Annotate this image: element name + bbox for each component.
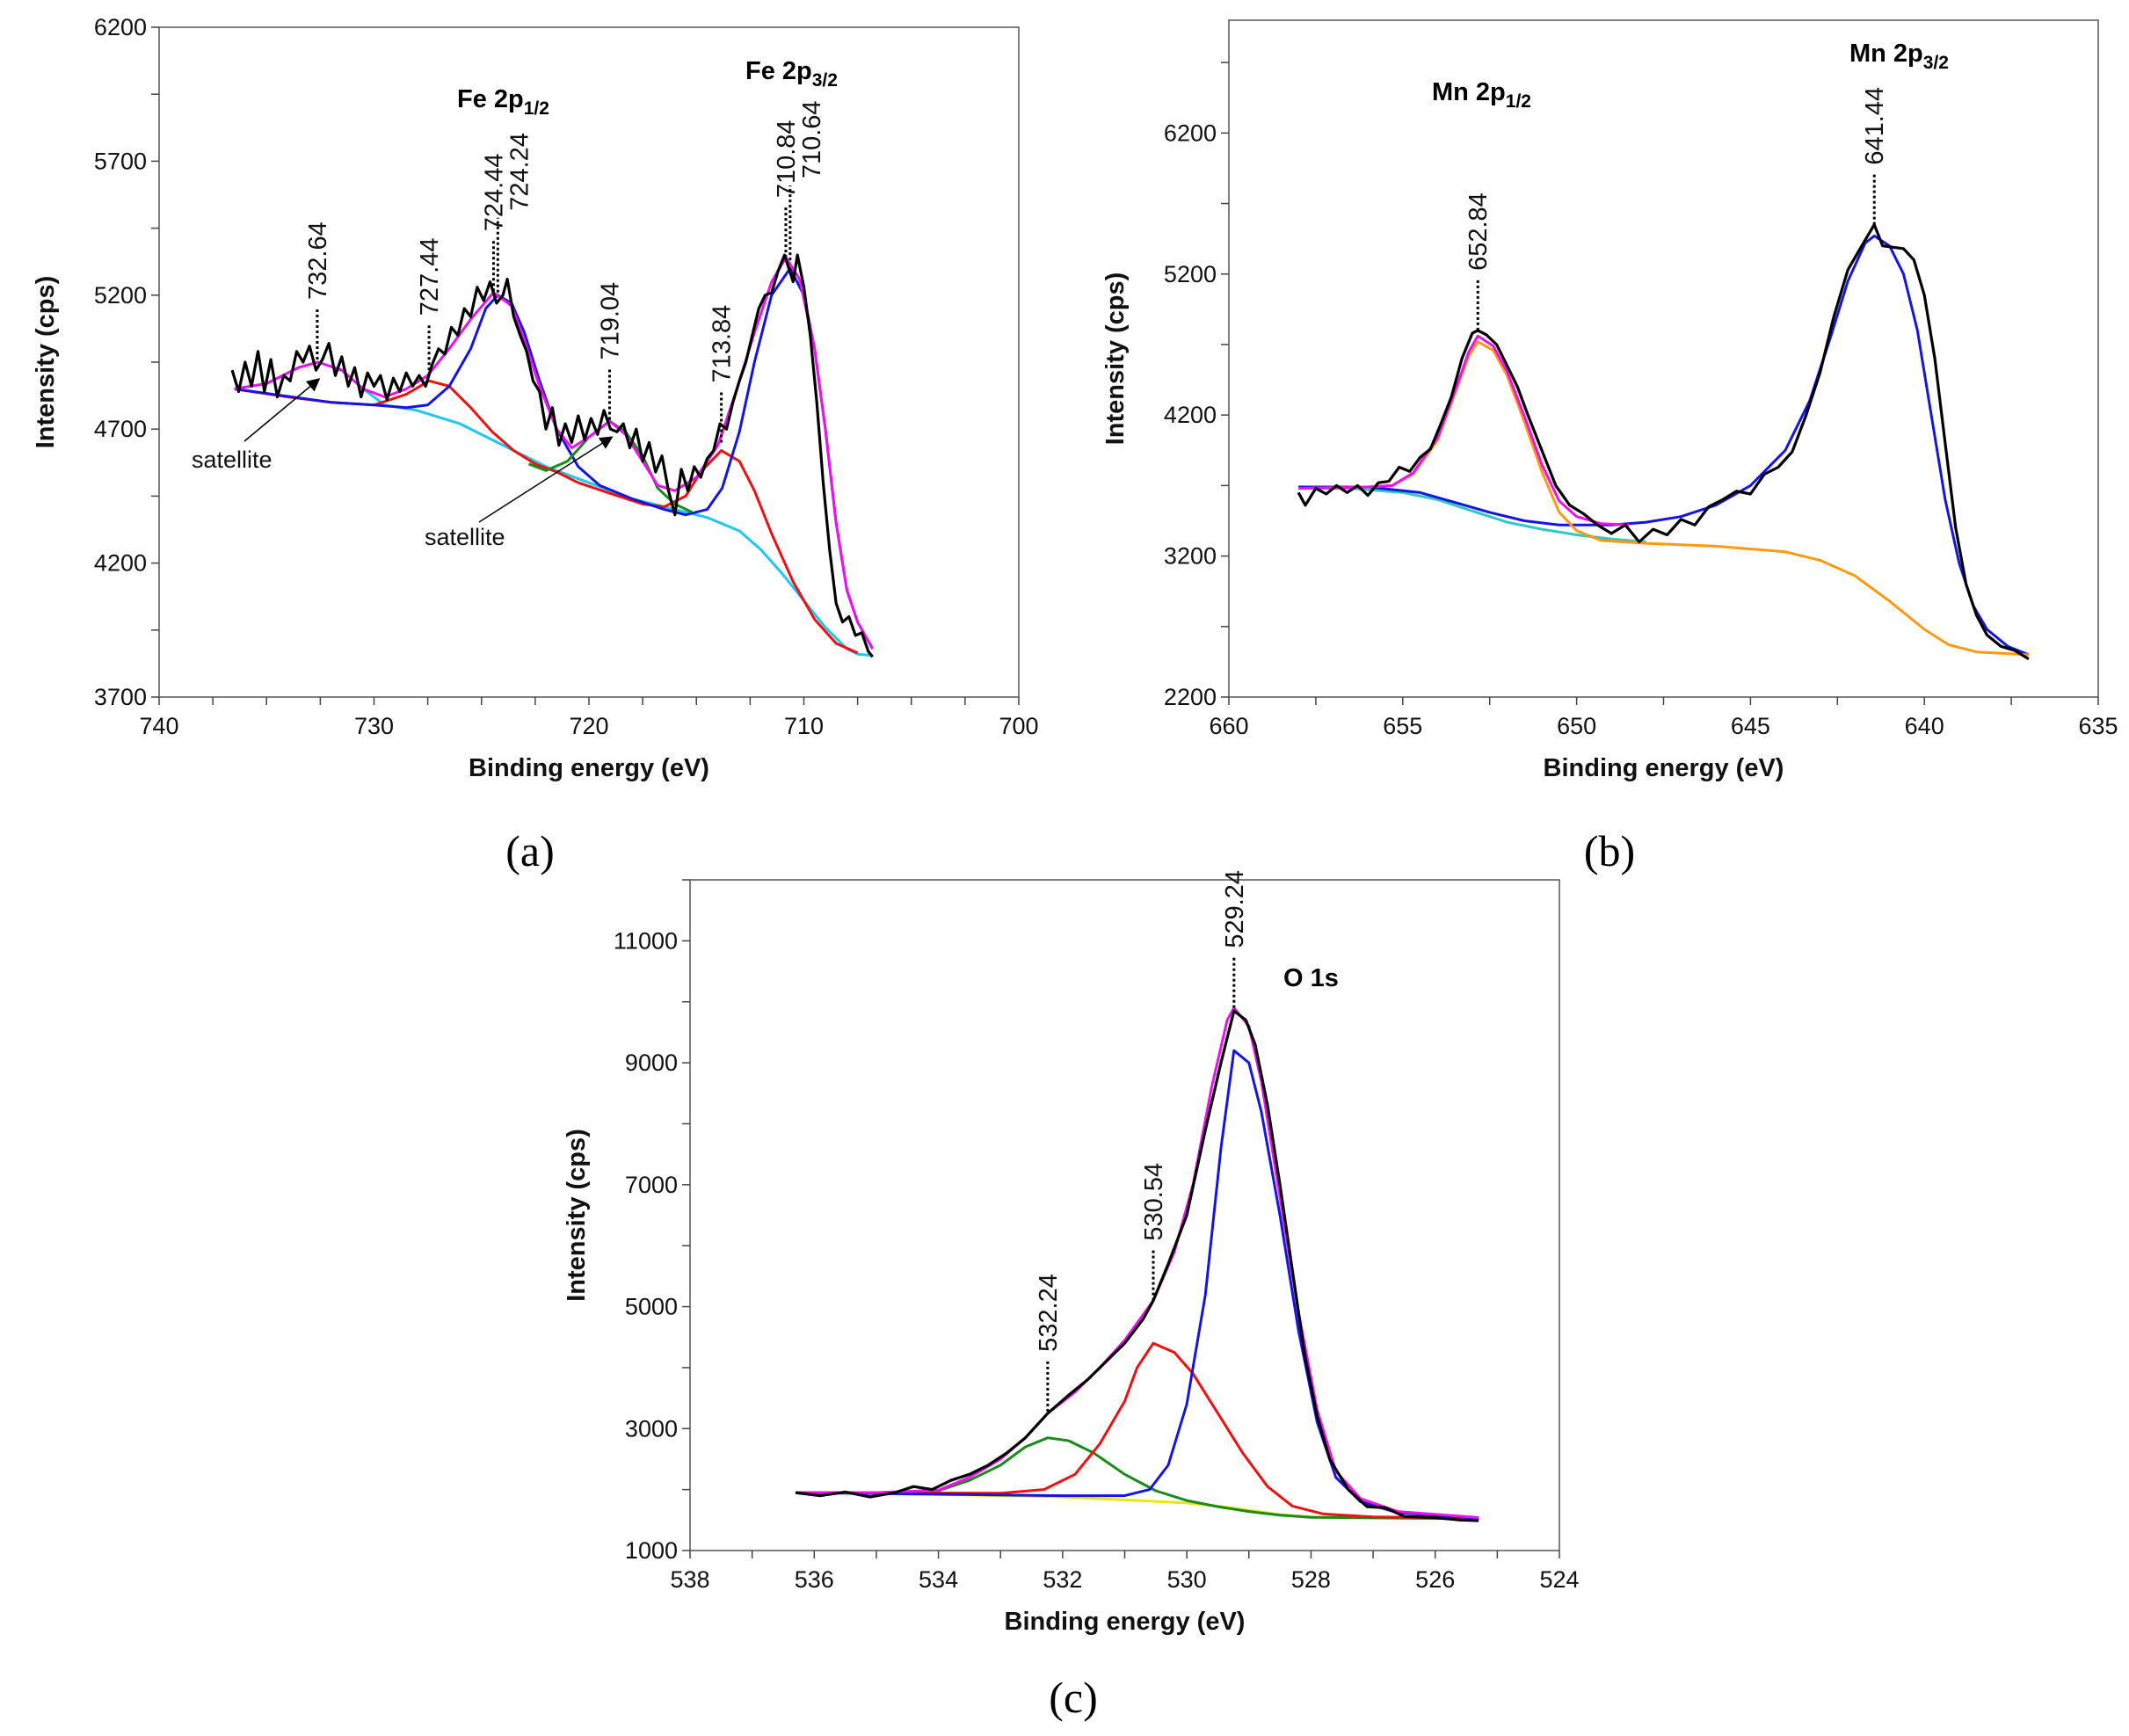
series-component-blue: [234, 266, 875, 650]
series-component-blue: [796, 1049, 1479, 1520]
panel-label: (a): [505, 826, 555, 875]
x-axis-title: Binding energy (eV): [1005, 1608, 1246, 1636]
x-axis-title: Binding energy (eV): [469, 754, 709, 782]
x-tick-label: 740: [139, 713, 178, 739]
panel-a: 740 730 720 710 700 3700 4200 4700 5200 5700 6200 B…: [32, 14, 1039, 875]
peak-position-label: 530.54: [1140, 1163, 1168, 1241]
peak-title-main: Mn 2p: [1849, 40, 1923, 68]
x-tick-label: 640: [1905, 713, 1944, 739]
peak-position-label: 727.44: [416, 238, 444, 316]
x-tick-label: 660: [1209, 713, 1248, 739]
x-tick-label: 730: [354, 713, 394, 739]
peak-position-label: 532.24: [1035, 1274, 1063, 1352]
panel-c: 538 536 534 532 530 528 526 524 1000 3000 5000 7000…: [563, 870, 1580, 1722]
series-component-blue: [1298, 234, 2030, 657]
x-tick-label: 538: [670, 1566, 709, 1593]
x-tick-label: 710: [784, 713, 824, 739]
peak-position-label: 710.64: [798, 100, 826, 178]
series-background-cyan: [1298, 487, 1646, 543]
series-experimental: [795, 1009, 1479, 1522]
y-axis-title: Intensity (cps): [32, 276, 60, 449]
x-tick-label: 530: [1167, 1566, 1207, 1593]
y-axis-title: Intensity (cps): [563, 1129, 591, 1302]
x-tick-label: 650: [1557, 713, 1596, 739]
peak-position-label: 724.24: [505, 133, 534, 211]
panel-label: (c): [1049, 1673, 1098, 1722]
peak-position-label: 529.24: [1221, 870, 1249, 948]
y-tick-label: 4200: [1164, 402, 1217, 428]
y-tick-label: 6200: [1164, 120, 1217, 146]
peak-title-sub: 1/2: [1506, 91, 1531, 112]
x-axis-title: Binding energy (eV): [1544, 754, 1784, 782]
series-envelope: [234, 256, 875, 650]
series-component-orange: [1298, 340, 2029, 657]
peak-position-label: 710.84: [773, 120, 801, 198]
peak-title-sub: 1/2: [524, 98, 549, 119]
y-tick-label: 2200: [1164, 684, 1217, 710]
panel-label: (b): [1584, 826, 1635, 875]
peak-title: Fe 2p3/2: [745, 57, 838, 91]
y-tick-label: 11000: [614, 927, 678, 954]
y-tick-label: 6200: [94, 14, 147, 40]
series-component-red: [234, 379, 859, 655]
peak-position-label: 719.04: [596, 282, 624, 360]
peak-position-label: 713.84: [708, 305, 737, 383]
peak-position-label: 724.44: [480, 154, 508, 232]
plot-frame: [1228, 19, 2099, 698]
x-tick-label: 536: [795, 1566, 834, 1593]
x-tick-label: 635: [2078, 713, 2118, 739]
peak-position-label: 732.64: [304, 222, 332, 300]
y-tick-label: 9000: [625, 1050, 678, 1076]
x-tick-label: 528: [1291, 1566, 1331, 1593]
y-tick-label: 5700: [94, 148, 147, 174]
satellite-label: satellite: [192, 447, 272, 473]
peak-position-label: 641.44: [1861, 87, 1889, 165]
peak-title-sub: 3/2: [812, 70, 838, 91]
y-tick-label: 3000: [625, 1415, 678, 1442]
y-tick-label: 4700: [94, 416, 147, 442]
satellite-label: satellite: [425, 524, 505, 550]
y-tick-label: 3700: [94, 684, 147, 710]
x-tick-label: 524: [1539, 1566, 1579, 1593]
series-component-green: [527, 419, 694, 514]
peak-title: Mn 2p1/2: [1432, 78, 1531, 112]
y-tick-label: 4200: [94, 550, 147, 577]
series-component-red: [796, 1341, 1479, 1520]
series-experimental: [230, 253, 874, 658]
series-envelope: [796, 1006, 1479, 1519]
series-envelope: [1298, 334, 1629, 527]
y-tick-label: 5200: [1164, 261, 1217, 287]
plot-frame: [689, 879, 1560, 1551]
x-tick-label: 700: [999, 713, 1038, 739]
x-tick-label: 534: [919, 1566, 958, 1593]
x-tick-label: 532: [1043, 1566, 1082, 1593]
peak-position-label: 652.84: [1464, 192, 1493, 271]
x-tick-label: 526: [1415, 1566, 1455, 1593]
panel-b: 660 655 650 645 640 635 2200 3200 4200 5200 6200 Bi…: [1101, 19, 2118, 875]
peak-title-sub: 3/2: [1923, 53, 1949, 73]
x-tick-label: 645: [1731, 713, 1770, 739]
series-background: [234, 360, 873, 657]
satellite-arrow: [243, 378, 321, 442]
peak-title-main: O 1s: [1283, 964, 1339, 992]
x-tick-label: 655: [1383, 713, 1422, 739]
series-experimental: [1297, 223, 2030, 661]
plot-frame: [158, 26, 1020, 698]
y-tick-label: 5200: [94, 282, 147, 309]
peak-title: O 1s: [1283, 964, 1339, 992]
peak-title-main: Fe 2p: [745, 57, 812, 85]
y-tick-label: 5000: [625, 1294, 678, 1320]
y-axis-title: Intensity (cps): [1101, 272, 1130, 446]
peak-title-main: Fe 2p: [457, 85, 524, 113]
x-tick-label: 720: [569, 713, 608, 739]
satellite-arrow: [478, 436, 614, 523]
peak-title-main: Mn 2p: [1432, 78, 1506, 106]
peak-title: Mn 2p3/2: [1849, 40, 1949, 73]
y-tick-label: 1000: [625, 1537, 678, 1564]
y-tick-label: 7000: [625, 1172, 678, 1198]
peak-title: Fe 2p1/2: [457, 85, 549, 119]
y-tick-label: 3200: [1164, 543, 1217, 570]
